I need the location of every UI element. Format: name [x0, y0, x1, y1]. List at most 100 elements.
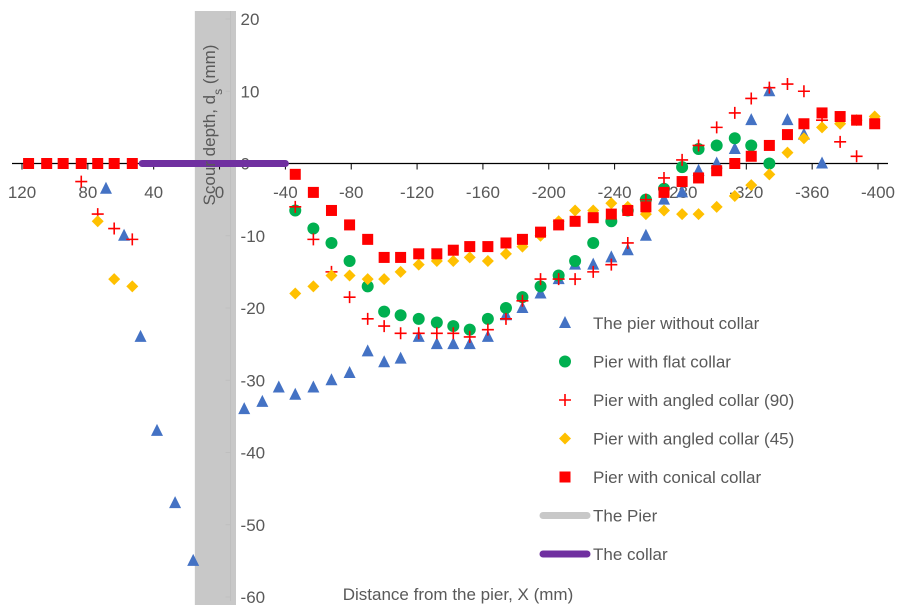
data-point: [516, 301, 529, 313]
data-point: [481, 329, 494, 342]
data-point: [569, 204, 582, 217]
data-point: [92, 158, 104, 169]
data-point: [534, 286, 547, 299]
data-point: [289, 200, 302, 213]
data-point: [534, 280, 547, 293]
data-point: [91, 215, 104, 228]
x-axis-title: Distance from the pier, X (mm): [343, 585, 574, 604]
data-point: [658, 204, 670, 217]
data-point: [413, 248, 425, 260]
data-point: [500, 237, 512, 249]
data-point: [516, 294, 529, 307]
data-point: [553, 219, 565, 231]
data-point: [781, 113, 794, 126]
legend-label: The pier without collar: [593, 314, 760, 333]
data-point: [344, 219, 356, 231]
data-point: [447, 244, 459, 256]
legend-marker: [559, 355, 571, 368]
data-point: [75, 175, 88, 188]
data-point: [126, 280, 139, 293]
y-tick-label: -20: [241, 299, 266, 318]
data-point: [676, 208, 689, 221]
x-tick-label: 0: [215, 183, 224, 202]
y-axis-title: Scour depth, ds (mm): [200, 45, 225, 206]
data-point: [781, 129, 793, 141]
data-point: [447, 327, 460, 340]
legend-label: The Pier: [593, 507, 658, 526]
data-point: [834, 111, 846, 123]
x-tick-label: 120: [8, 183, 36, 202]
legend-label: Pier with conical collar: [593, 468, 762, 487]
data-point: [605, 208, 617, 220]
data-point: [378, 273, 391, 286]
data-point: [728, 142, 741, 155]
data-point: [834, 135, 847, 148]
data-point: [516, 233, 528, 245]
data-point: [361, 312, 374, 325]
data-point: [692, 208, 705, 221]
data-point: [447, 320, 460, 333]
data-point: [394, 351, 407, 364]
data-point: [378, 355, 391, 368]
data-point: [676, 185, 689, 198]
data-point: [710, 200, 723, 213]
data-point: [362, 233, 374, 245]
data-point: [763, 168, 776, 181]
x-tick-label: -120: [400, 183, 434, 202]
data-point: [256, 394, 269, 407]
data-point: [745, 92, 758, 105]
y-axis-title-main: Scour depth, d: [200, 95, 219, 206]
series-2: [289, 132, 776, 336]
data-point: [108, 158, 120, 169]
data-point: [361, 280, 374, 293]
data-point: [816, 107, 828, 119]
data-point: [343, 255, 356, 268]
data-point: [463, 323, 476, 336]
y-tick-label: -40: [241, 444, 266, 463]
data-point: [57, 158, 69, 169]
data-point: [126, 158, 138, 169]
data-point: [272, 380, 285, 393]
legend: The pier without collar Pier with flat co…: [539, 314, 794, 564]
data-point: [307, 233, 320, 246]
data-point: [711, 165, 723, 177]
data-point: [499, 312, 512, 325]
data-point: [238, 402, 251, 415]
data-point: [118, 228, 131, 241]
data-point: [728, 190, 741, 203]
data-point: [395, 251, 407, 263]
x-tick-label: -160: [466, 183, 500, 202]
data-point: [150, 423, 163, 436]
data-point: [23, 158, 35, 169]
x-tick-label: -80: [339, 183, 364, 202]
data-point: [187, 553, 200, 566]
data-point: [535, 226, 547, 238]
data-point: [676, 176, 688, 188]
data-point: [640, 201, 652, 213]
data-point: [108, 222, 121, 235]
data-point: [325, 373, 338, 386]
data-point: [361, 344, 374, 357]
data-point: [289, 168, 301, 180]
data-point: [378, 305, 391, 318]
data-point: [569, 215, 581, 227]
data-point: [307, 280, 320, 293]
data-point: [781, 78, 794, 91]
series-5: [23, 107, 881, 263]
data-point: [781, 146, 794, 159]
data-point: [745, 179, 758, 192]
data-point: [692, 139, 705, 152]
data-point: [534, 273, 547, 286]
legend-marker: [559, 316, 571, 328]
data-point: [676, 153, 689, 166]
x-tick-label: -40: [273, 183, 298, 202]
data-point: [169, 496, 182, 509]
data-point: [325, 204, 337, 216]
data-point: [763, 139, 775, 151]
legend-label: Pier with angled collar (90): [593, 391, 794, 410]
data-point: [430, 337, 443, 350]
x-tick-label: -360: [795, 183, 829, 202]
y-tick-label: 20: [241, 10, 260, 29]
data-point: [728, 132, 741, 145]
data-point: [676, 161, 689, 174]
